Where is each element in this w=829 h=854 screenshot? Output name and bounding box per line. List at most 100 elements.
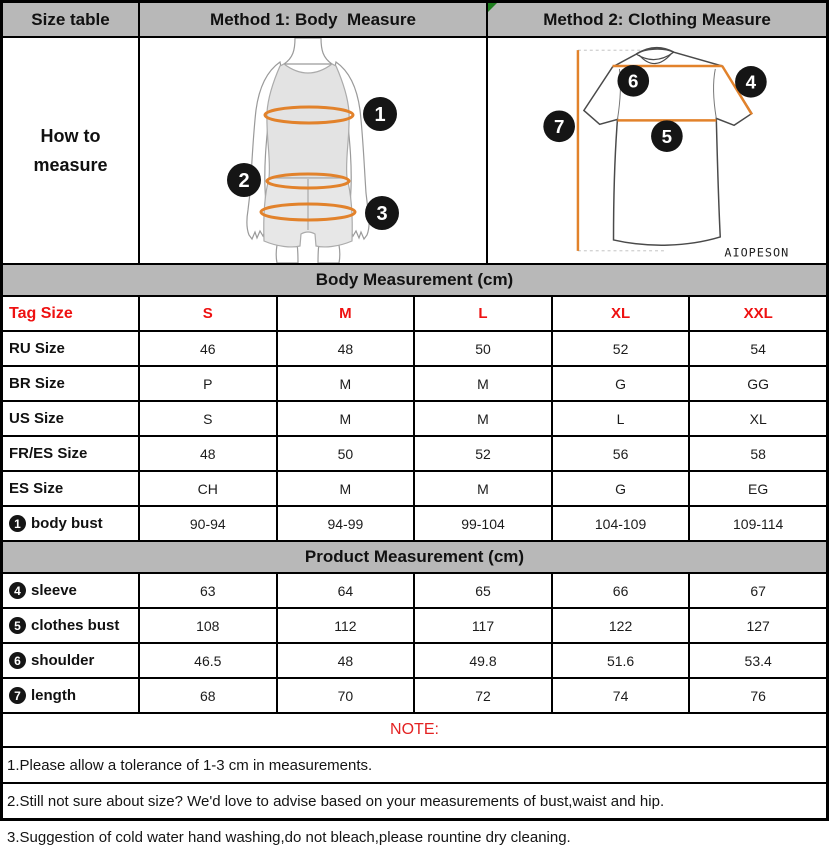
product-measurement-title: Product Measurement (cm)	[304, 547, 525, 566]
badge-7-icon: 7	[9, 687, 26, 704]
cell-value: 76	[750, 687, 766, 704]
cell-value: G	[553, 472, 691, 505]
sleeve-measure-line	[721, 65, 753, 116]
note-text: 3.Suggestion of cold water hand washing,…	[7, 828, 571, 846]
illustration-row: How to measure	[3, 38, 826, 265]
table-row-sleeve: 4 sleeve 63 64 65 66 67	[3, 574, 826, 609]
hip-measure-ring	[259, 202, 357, 222]
badge-1-icon: 1	[9, 515, 26, 532]
marker-7-length: 7	[543, 110, 575, 143]
method1-header: Method 1: Body Measure	[140, 3, 488, 36]
table-row-br-size: BR Size P M M G GG	[3, 367, 826, 402]
cell-value: 58	[750, 445, 766, 462]
method2-header: Method 2: Clothing Measure	[488, 3, 826, 36]
row-label-text: body bust	[31, 515, 103, 532]
method2-header-label: Method 2: Clothing Measure	[543, 9, 771, 29]
cell-value: M	[278, 402, 416, 435]
badge-5-icon: 5	[9, 617, 26, 634]
row-label: FR/ES Size	[3, 437, 140, 470]
note-item-3: 3.Suggestion of cold water hand washing,…	[3, 820, 826, 854]
right-sleeve-seam	[713, 68, 717, 119]
cell-value: 52	[553, 332, 691, 365]
cell-value: 108	[140, 609, 278, 642]
marker-1-bust: 1	[363, 97, 397, 131]
cell-value: 46	[140, 332, 278, 365]
row-label: RU Size	[3, 332, 140, 365]
body-figure-illustration: 1 2 3	[227, 38, 399, 263]
top-header-row: Size table Method 1: Body Measure Method…	[3, 3, 826, 38]
table-row-shoulder: 6 shoulder 46.5 48 49.8 51.6 53.4	[3, 644, 826, 679]
cell-value: 53.4	[744, 652, 772, 669]
cell-value: 94-99	[278, 507, 416, 540]
cell-value: S	[140, 402, 278, 435]
how-to-measure-label: How to measure	[3, 38, 140, 263]
cell-value: M	[415, 402, 553, 435]
note-text: 2.Still not sure about size? We'd love t…	[7, 792, 665, 810]
clothing-measure-illustration: 6 4 7 5 AIOPESON	[488, 38, 826, 263]
row-label: BR Size	[3, 367, 140, 400]
row-label-text: sleeve	[31, 582, 77, 599]
cell-value: 99-104	[415, 507, 553, 540]
tag-size-m: M	[278, 297, 416, 330]
row-label-text: clothes bust	[31, 617, 120, 634]
table-row-ru-size: RU Size 46 48 50 52 54	[3, 332, 826, 367]
cell-value: XL	[749, 410, 767, 427]
cell-value: 50	[415, 332, 553, 365]
row-label: 6 shoulder	[3, 644, 140, 677]
cell-value: M	[278, 472, 416, 505]
tank-top-shape	[266, 63, 350, 179]
cell-value: 63	[140, 574, 278, 607]
cell-value: EG	[748, 480, 769, 497]
cell-value: 104-109	[553, 507, 691, 540]
marker-7-label: 7	[554, 116, 564, 137]
cell-value: 52	[415, 437, 553, 470]
marker-4-label: 4	[746, 72, 757, 93]
row-label: US Size	[3, 402, 140, 435]
cell-value: 54	[750, 340, 766, 357]
cell-value: 65	[415, 574, 553, 607]
tag-size-row: Tag Size S M L XL XXL	[3, 297, 826, 332]
table-row-body-bust: 1 body bust 90-94 94-99 99-104 104-109 1…	[3, 507, 826, 542]
row-label: 7 length	[3, 679, 140, 712]
table-row-us-size: US Size S M M L XL	[3, 402, 826, 437]
note-header-row: NOTE:	[3, 714, 826, 748]
cell-value: 46.5	[140, 644, 278, 677]
cell-value: L	[553, 402, 691, 435]
cell-value: 70	[278, 679, 416, 712]
note-text: 1.Please allow a tolerance of 1-3 cm in …	[7, 756, 373, 774]
cell-value: 127	[746, 617, 770, 634]
marker-5-bust: 5	[651, 120, 683, 152]
cell-value: G	[553, 367, 691, 400]
cell-value: 56	[553, 437, 691, 470]
cell-value: M	[278, 367, 416, 400]
cell-value: M	[415, 472, 553, 505]
cell-value: 67	[750, 582, 766, 599]
note-title: NOTE:	[390, 721, 439, 738]
tag-size-s: S	[140, 297, 278, 330]
cell-value: P	[140, 367, 278, 400]
right-leg-outline	[317, 243, 341, 263]
body-measurement-band: Body Measurement (cm)	[3, 265, 826, 297]
cell-value: 51.6	[553, 644, 691, 677]
marker-3-label: 3	[376, 203, 387, 225]
badge-4-icon: 4	[9, 582, 26, 599]
product-measurement-band: Product Measurement (cm)	[3, 542, 826, 574]
cell-value: 48	[278, 644, 416, 677]
cell-value: 50	[278, 437, 416, 470]
row-label: 4 sleeve	[3, 574, 140, 607]
cell-value: GG	[747, 375, 770, 392]
marker-3-hip: 3	[365, 196, 399, 230]
cell-value: 68	[140, 679, 278, 712]
table-row-length: 7 length 68 70 72 74 76	[3, 679, 826, 714]
row-label: ES Size	[3, 472, 140, 505]
collar-inner-line	[638, 52, 673, 65]
row-label: 5 clothes bust	[3, 609, 140, 642]
left-leg-outline	[275, 243, 299, 263]
tag-size-label: Tag Size	[3, 297, 140, 330]
cell-value: 112	[278, 609, 416, 642]
neck-outline	[282, 38, 334, 65]
marker-5-label: 5	[662, 126, 672, 147]
size-table-header: Size table	[3, 3, 140, 36]
tag-size-xxl: XXL	[743, 305, 773, 322]
tag-size-xl: XL	[553, 297, 691, 330]
